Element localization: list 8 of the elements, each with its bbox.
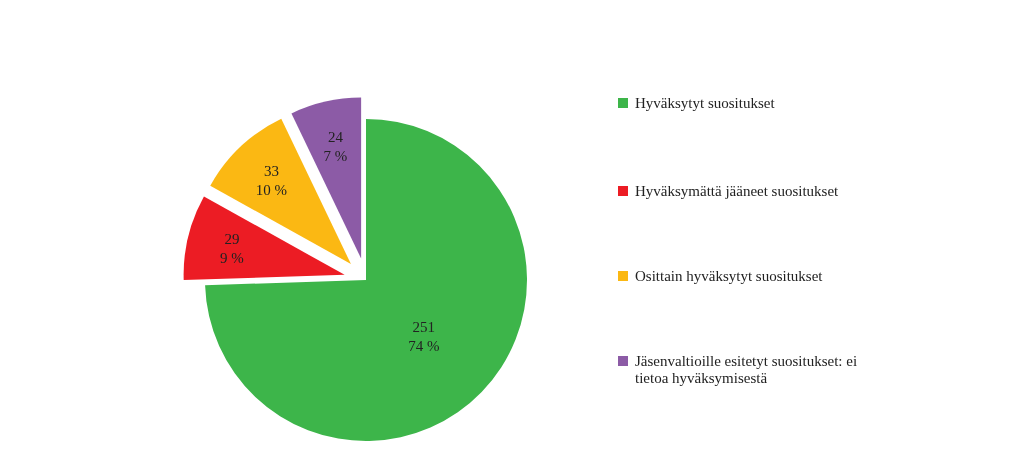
legend-label: Jäsenvaltioille esitetyt suositukset: ei tietoa hyväksymisestä	[635, 353, 858, 386]
data-label: 33 10 %	[255, 162, 288, 198]
legend-label: Hyväksymättä jääneet suositukset	[635, 183, 840, 199]
legend-label: Hyväksytyt suositukset	[635, 95, 776, 111]
legend-label: Osittain hyväksytyt suositukset	[635, 268, 824, 284]
data-label: 29 9 %	[220, 230, 244, 266]
data-label: 24 7 %	[323, 128, 348, 164]
data-label: 251 74 %	[408, 318, 440, 354]
